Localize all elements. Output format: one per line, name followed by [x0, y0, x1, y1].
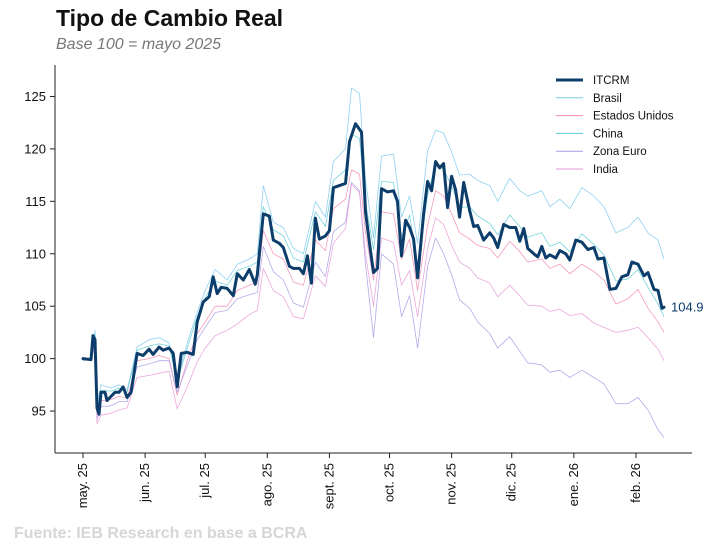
- x-tick-label: jun. 25: [137, 463, 152, 503]
- x-tick-label: ene. 26: [566, 463, 581, 506]
- y-tick-label: 115: [25, 194, 46, 209]
- series-line-brasil: [82, 87, 665, 404]
- legend-label: ITCRM: [593, 75, 629, 87]
- y-tick-label: 120: [24, 141, 46, 156]
- x-tick-label: nov. 25: [444, 463, 459, 505]
- series-line-zona-euro: [82, 182, 665, 438]
- source-note: Fuente: IEB Research en base a BCRA: [14, 525, 308, 542]
- x-tick-label: feb. 26: [628, 463, 643, 503]
- x-tick-label: ago. 25: [259, 463, 274, 506]
- y-tick-label: 110: [25, 246, 46, 261]
- series-line-india: [82, 184, 665, 424]
- series-layer: [81, 87, 666, 438]
- y-tick-label: 105: [24, 299, 46, 314]
- x-tick-label: jul. 25: [197, 463, 212, 499]
- x-tick-label: oct. 25: [382, 463, 397, 502]
- legend-label: Zona Euro: [593, 146, 647, 158]
- legend-label: Brasil: [593, 93, 622, 105]
- end-value-label: 104.9: [671, 300, 704, 315]
- axes-layer: 95 100 105 110 115 120 125 may. 25 jun. 25 jul. 2…: [24, 65, 692, 509]
- y-tick-label: 125: [24, 89, 46, 104]
- legend-label: India: [593, 164, 619, 176]
- x-tick-label: sept. 25: [321, 463, 336, 509]
- x-tick-label: may. 25: [75, 463, 90, 508]
- x-tick-label: dic. 25: [504, 463, 519, 501]
- y-tick-label: 100: [24, 351, 46, 366]
- chart-title: Tipo de Cambio Real: [56, 5, 284, 31]
- y-tick-label: 95: [32, 404, 46, 419]
- chart-subtitle: Base 100 = mayo 2025: [56, 36, 222, 53]
- legend-label: China: [593, 128, 624, 140]
- series-line-itcrm: [81, 122, 666, 416]
- legend-label: Estados Unidos: [593, 111, 674, 123]
- legend: ITCRM Brasil Estados Unidos China Zona Euro I…: [556, 75, 674, 176]
- series-line-estados-unidos: [82, 169, 665, 412]
